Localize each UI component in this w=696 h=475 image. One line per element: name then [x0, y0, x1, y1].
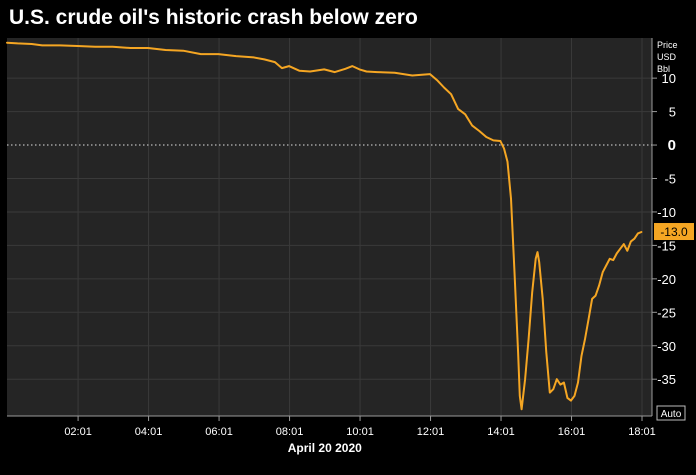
y-tick-label: 5 — [669, 105, 676, 120]
unit-label-line: Bbl — [657, 64, 670, 74]
y-tick-label: -35 — [657, 372, 676, 387]
y-tick-label: 10 — [662, 71, 676, 86]
chart-title: U.S. crude oil's historic crash below ze… — [9, 6, 418, 29]
auto-scale-box[interactable] — [656, 405, 686, 421]
chart-area: 10 5 0 -5 -10 -15 -20 -25 -30 -35 02:01 04:01 06:01… — [0, 38, 696, 475]
y-tick-label: -15 — [657, 238, 676, 253]
axis-strip — [0, 416, 696, 470]
x-axis-label: April 20 2020 — [288, 441, 362, 455]
x-tick-label: 16:01 — [558, 426, 586, 438]
x-tick-label: 06:01 — [205, 426, 233, 438]
price-series-line — [6, 41, 643, 411]
x-tick-label: 04:01 — [135, 426, 163, 438]
x-tick-label: 14:01 — [487, 426, 515, 438]
unit-label-line: USD — [657, 52, 677, 62]
x-tick-label: 02:01 — [64, 426, 92, 438]
grid-lines — [7, 38, 652, 416]
unit-label-line: Price — [657, 40, 678, 50]
y-tick-label: -25 — [657, 305, 676, 320]
x-axis: 02:01 04:01 06:01 08:01 10:01 12:01 14:01 16:01… — [7, 415, 656, 455]
y-tick-label: -30 — [657, 339, 676, 354]
chart-extras: Price USD Bbl -13.0 Auto — [654, 40, 694, 421]
x-tick-label: 12:01 — [417, 426, 445, 438]
last-price-label: -13.0 — [660, 225, 688, 239]
y-tick-label: -20 — [657, 272, 676, 287]
y-tick-label: -10 — [657, 205, 676, 220]
x-tick-label: 08:01 — [276, 426, 304, 438]
series-group — [6, 41, 643, 411]
last-price-badge — [654, 223, 694, 241]
y-tick-label: -5 — [664, 171, 676, 186]
title-bar: U.S. crude oil's historic crash below ze… — [0, 0, 696, 38]
plot-background — [7, 38, 652, 416]
y-tick-label: 0 — [668, 137, 676, 154]
price-chart: 10 5 0 -5 -10 -15 -20 -25 -30 -35 02:01 04:01 06:01… — [0, 38, 696, 470]
y-axis: 10 5 0 -5 -10 -15 -20 -25 -30 -35 — [651, 38, 676, 416]
auto-scale-label: Auto — [661, 409, 682, 420]
x-tick-label: 10:01 — [346, 426, 374, 438]
x-tick-label: 18:01 — [628, 426, 656, 438]
